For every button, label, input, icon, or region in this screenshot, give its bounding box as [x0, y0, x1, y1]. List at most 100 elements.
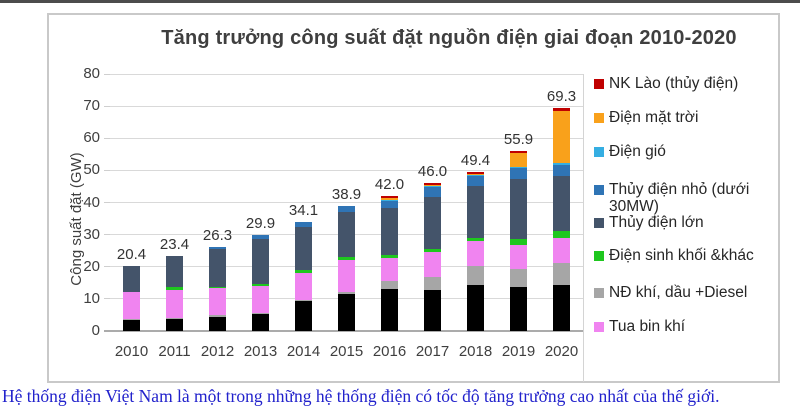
bar-segment-2019: [510, 167, 527, 179]
bar-segment-2017: [424, 186, 441, 197]
bar-segment-2016: [381, 257, 398, 281]
legend-item-4: Thủy điện nhỏ (dưới 30MW): [592, 181, 778, 215]
bar-segment-2019: [510, 151, 527, 154]
y-tick-label-0: 0: [91, 322, 100, 339]
bar-segment-2017: [424, 249, 441, 253]
gridline-80: [110, 73, 583, 75]
bar-segment-2018: [467, 285, 484, 331]
legend-item-5: Thủy điện lớn: [592, 214, 778, 231]
bar-segment-2013: [252, 314, 269, 331]
legend-item-3: Điện gió: [592, 143, 778, 160]
x-tick-label-2011: 2011: [158, 343, 191, 360]
bar-segment-2018: [467, 173, 484, 175]
bar-segment-2019: [510, 287, 527, 331]
bar-segment-2016: [381, 289, 398, 331]
bar-segment-2016: [381, 198, 398, 200]
bar-segment-2013: [252, 239, 269, 285]
bar-segment-2015: [338, 206, 355, 212]
y-tick-label-20: 20: [83, 257, 100, 275]
x-tick-label-2016: 2016: [372, 343, 407, 360]
bar-segment-2014: [295, 226, 312, 271]
bar-segment-2020: [553, 285, 570, 331]
bar-segment-2012: [209, 246, 226, 250]
legend-label: Thủy điện nhỏ (dưới 30MW): [609, 181, 750, 215]
bar-segment-2014: [295, 300, 312, 331]
bar-total-label-2020: 69.3: [546, 88, 577, 106]
bar-2020: [553, 108, 570, 331]
bar-segment-2016: [381, 199, 398, 201]
bar-segment-2011: [166, 289, 183, 318]
y-tick-label-80: 80: [83, 65, 100, 82]
y-tick-mark-50: [104, 169, 110, 171]
bar-total-label-2019: 55.9: [503, 131, 534, 149]
bar-total-label-2015: 38.9: [331, 186, 362, 203]
bar-segment-2010: [123, 318, 140, 321]
bar-segment-2010: [123, 291, 140, 319]
page-top-divider: [0, 0, 800, 3]
x-tick-label-2020: 2020: [544, 343, 579, 360]
bar-segment-2020: [553, 263, 570, 286]
bar-segment-2010: [123, 320, 140, 331]
bar-segment-2016: [381, 255, 398, 258]
bar-segment-2011: [166, 287, 183, 290]
x-tick-label-2013: 2013: [243, 343, 278, 360]
y-tick-label-40: 40: [83, 193, 100, 211]
y-tick-mark-10: [104, 298, 110, 300]
bar-segment-2017: [424, 289, 441, 331]
bar-2014: [295, 221, 312, 331]
legend-swatch-icon: [594, 322, 604, 332]
y-tick-mark-60: [104, 137, 110, 139]
x-tick-label-2014: 2014: [286, 343, 321, 360]
gridline-70: [110, 105, 583, 107]
bar-segment-2019: [510, 244, 527, 270]
y-tick-label-30: 30: [83, 225, 100, 243]
bar-total-label-2010: 20.4: [116, 245, 147, 263]
legend-label: Điện sinh khối &khác: [609, 247, 754, 264]
x-tick-label-2018: 2018: [458, 343, 493, 360]
bar-total-label-2016: 42.0: [374, 176, 405, 194]
gridline-60: [110, 137, 583, 139]
bar-segment-2018: [467, 172, 484, 174]
bar-segment-2020: [553, 231, 570, 239]
legend-label: Điện mặt trời: [609, 109, 699, 126]
legend-swatch-icon: [594, 251, 604, 261]
bar-segment-2012: [209, 316, 226, 331]
bar-segment-2016: [381, 208, 398, 256]
legend-item-6: Điện sinh khối &khác: [592, 247, 778, 264]
bar-segment-2016: [381, 200, 398, 208]
bar-2015: [338, 206, 355, 331]
bar-segment-2018: [467, 174, 484, 176]
bar-segment-2020: [553, 164, 570, 176]
bar-segment-2015: [338, 293, 355, 331]
bar-total-label-2014: 34.1: [288, 201, 319, 219]
bar-segment-2018: [467, 266, 484, 286]
bar-segment-2016: [381, 196, 398, 199]
bar-segment-2013: [252, 313, 269, 315]
y-tick-label-70: 70: [83, 97, 100, 115]
legend-label: Điện gió: [609, 143, 666, 160]
bar-segment-2012: [209, 287, 226, 289]
bar-segment-2011: [166, 319, 183, 331]
x-tick-label-2019: 2019: [501, 343, 536, 360]
bar-segment-2014: [295, 270, 312, 273]
legend-swatch-icon: [594, 147, 604, 157]
legend-swatch-icon: [594, 113, 604, 123]
bar-2019: [510, 151, 527, 331]
y-tick-mark-70: [104, 105, 110, 107]
bar-segment-2015: [338, 256, 355, 261]
legend-label: NK Lào (thủy điện): [609, 75, 739, 92]
bar-segment-2012: [209, 315, 226, 317]
bar-segment-2017: [424, 196, 441, 250]
bar-2011: [166, 255, 183, 331]
bar-segment-2014: [295, 272, 312, 300]
bar-segment-2020: [553, 175, 570, 232]
bar-segment-2013: [252, 285, 269, 313]
bar-segment-2015: [338, 291, 355, 294]
legend-label: Tua bin khí: [609, 318, 686, 335]
legend-swatch-icon: [594, 79, 604, 89]
x-axis-line: [104, 330, 583, 332]
bar-total-label-2013: 29.9: [245, 214, 276, 232]
bar-2012: [209, 246, 226, 331]
bar-segment-2010: [123, 265, 140, 292]
y-tick-label-50: 50: [83, 161, 100, 179]
